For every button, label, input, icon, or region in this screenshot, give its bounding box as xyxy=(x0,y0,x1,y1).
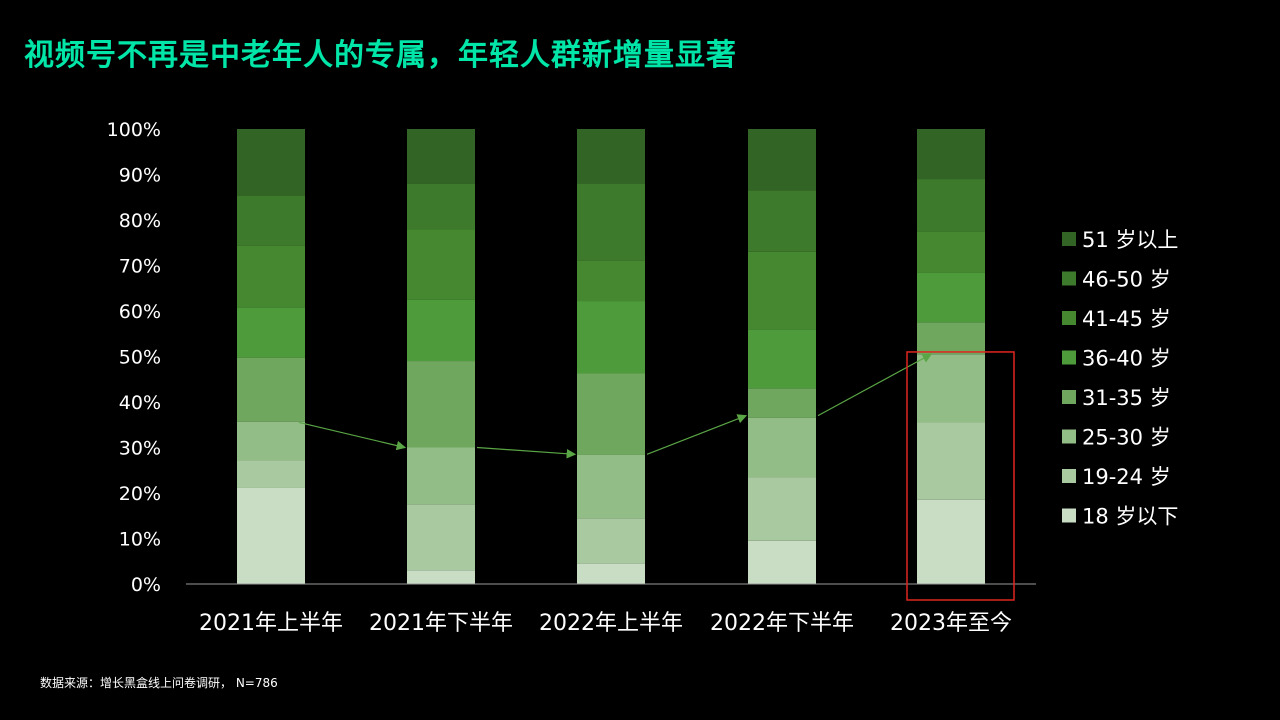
bar-segment xyxy=(407,447,475,505)
bar-segment xyxy=(577,373,645,455)
bar-segment xyxy=(407,129,475,184)
bar-segment xyxy=(237,421,305,461)
bar-segment xyxy=(237,307,305,358)
trend-arrows xyxy=(298,353,933,459)
bar-segment xyxy=(577,454,645,519)
bar-segment xyxy=(407,299,475,362)
bar-segment xyxy=(577,260,645,302)
legend-swatch xyxy=(1062,350,1076,365)
bar-segment xyxy=(407,229,475,300)
y-tick-label: 90% xyxy=(119,165,161,187)
trend-arrow xyxy=(298,421,407,451)
x-axis-labels: 2021年上半年 2021年下半年 2022年上半年 2022年下半年 2023年至今 xyxy=(199,611,1012,636)
bar-segment xyxy=(407,570,475,584)
bar-segment xyxy=(577,183,645,261)
bar-segment xyxy=(917,422,985,500)
legend: 51 岁以上 46-50 岁 41-45 岁 36-40 岁 31-35 岁 25-30 … xyxy=(1062,228,1178,529)
legend-label: 31-35 岁 xyxy=(1082,386,1171,410)
legend-swatch xyxy=(1062,232,1076,246)
bars xyxy=(237,129,985,584)
bar-segment xyxy=(917,231,985,273)
legend-swatch xyxy=(1062,311,1076,325)
legend-label: 25-30 岁 xyxy=(1082,426,1171,450)
y-tick-label: 80% xyxy=(119,210,161,232)
legend-swatch xyxy=(1062,429,1076,444)
bar-segment xyxy=(237,487,305,584)
trend-arrow xyxy=(817,353,933,417)
bar-segment xyxy=(748,329,816,389)
bar-segment xyxy=(917,129,985,180)
y-tick-label: 20% xyxy=(119,483,161,505)
legend-swatch xyxy=(1062,508,1076,523)
bar-segment xyxy=(237,245,305,308)
y-tick-label: 10% xyxy=(119,529,161,551)
legend-label: 46-50 岁 xyxy=(1082,268,1171,292)
legend-label: 18 岁以下 xyxy=(1082,505,1178,529)
bar-segment xyxy=(407,183,475,230)
bar-segment xyxy=(917,354,985,423)
bar-segment xyxy=(577,518,645,564)
y-tick-label: 50% xyxy=(119,347,161,369)
bar-segment xyxy=(917,322,985,355)
bar-segment xyxy=(748,417,816,478)
bar-segment xyxy=(407,361,475,448)
legend-label: 36-40 岁 xyxy=(1082,347,1171,371)
bar-segment xyxy=(917,179,985,232)
bar-segment xyxy=(748,251,816,330)
legend-swatch xyxy=(1062,390,1076,404)
bar-segment xyxy=(917,272,985,323)
y-tick-label: 100% xyxy=(107,119,161,141)
highlight-box xyxy=(906,351,1015,601)
bar-segment xyxy=(407,504,475,571)
bar-segment xyxy=(748,388,816,418)
bar-segment xyxy=(577,301,645,374)
bar-segment xyxy=(237,195,305,246)
bar-segment xyxy=(577,129,645,184)
legend-label: 19-24 岁 xyxy=(1082,465,1171,489)
y-tick-label: 40% xyxy=(119,392,161,414)
x-tick-label: 2022年下半年 xyxy=(710,611,854,636)
x-tick-label: 2023年至今 xyxy=(890,611,1012,636)
bar-segment xyxy=(748,190,816,252)
bar-segment xyxy=(917,499,985,584)
legend-swatch xyxy=(1062,271,1076,286)
legend-label: 51 岁以上 xyxy=(1082,228,1178,252)
bar-segment xyxy=(748,540,816,584)
y-tick-label: 60% xyxy=(119,301,161,323)
y-tick-label: 30% xyxy=(119,438,161,460)
bar-segment xyxy=(748,129,816,191)
legend-label: 41-45 岁 xyxy=(1082,307,1171,331)
legend-swatch xyxy=(1062,469,1076,483)
x-tick-label: 2021年上半年 xyxy=(199,611,343,636)
y-tick-label: 70% xyxy=(119,256,161,278)
trend-arrow xyxy=(476,446,577,459)
bar-segment xyxy=(237,357,305,422)
bar-segment xyxy=(577,563,645,584)
y-axis-labels: 0% 10% 20% 30% 40% 50% 60% 70% 80% 90% 100% xyxy=(107,119,161,596)
page-title: 视频号不再是中老年人的专属，年轻人群新增量显著 xyxy=(24,38,737,73)
bar-segment xyxy=(237,129,305,196)
x-tick-label: 2022年上半年 xyxy=(539,611,683,636)
trend-arrow xyxy=(646,414,748,455)
source-footnote: 数据来源：增长黑盒线上问卷调研， N=786 xyxy=(40,676,278,690)
y-tick-label: 0% xyxy=(131,574,161,596)
x-tick-label: 2021年下半年 xyxy=(369,611,513,636)
bar-segment xyxy=(748,477,816,541)
bar-segment xyxy=(237,460,305,488)
